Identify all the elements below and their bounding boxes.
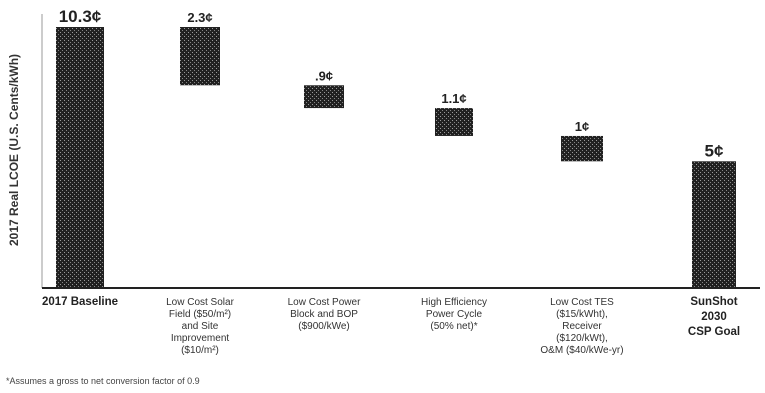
category-label-1: 2017 Baseline xyxy=(42,296,118,308)
bar-2 xyxy=(180,27,220,86)
category-label-6: SunShot 2030 CSP Goal xyxy=(688,296,740,338)
bar-3 xyxy=(304,85,344,109)
category-label-line: ($900/kWe) xyxy=(298,321,350,332)
category-label-line: 2017 Baseline xyxy=(42,296,118,308)
value-label-4: 1.1¢ xyxy=(441,91,466,106)
bar-6 xyxy=(692,161,736,288)
bar-5 xyxy=(561,135,603,162)
category-label-line: SunShot xyxy=(690,296,737,308)
category-label-line: CSP Goal xyxy=(688,326,740,338)
category-label-line: Low Cost Power xyxy=(288,297,361,308)
category-label-line: and Site xyxy=(182,321,219,332)
value-label-3: .9¢ xyxy=(315,68,333,83)
category-label-line: ($10/m²) xyxy=(181,345,219,356)
footnote: *Assumes a gross to net conversion facto… xyxy=(6,376,200,386)
category-label-line: Low Cost Solar xyxy=(166,297,234,308)
category-label-line: Field ($50/m²) xyxy=(169,309,231,320)
value-label-2: 2.3¢ xyxy=(187,10,212,25)
bar-1 xyxy=(56,27,104,288)
category-label-5: Low Cost TES ($15/kWht), Receiver ($120/kWt… xyxy=(540,297,623,356)
category-label-3: Low Cost Power Block and BOP ($900/kWe) xyxy=(288,297,361,332)
value-label-5: 1¢ xyxy=(575,119,589,134)
y-axis-label: 2017 Real LCOE (U.S. Cents/kWh) xyxy=(7,54,21,246)
category-label-line: ($120/kWt), xyxy=(556,333,608,344)
category-label-line: Block and BOP xyxy=(290,309,358,320)
category-label-line: High Efficiency xyxy=(421,297,487,308)
category-label-2: Low Cost Solar Field ($50/m²) and Site Impr… xyxy=(166,297,234,356)
category-label-line: 2030 xyxy=(701,311,727,323)
category-label-4: High Efficiency Power Cycle (50% net)* xyxy=(421,297,487,332)
category-label-line: Improvement xyxy=(171,333,230,344)
category-label-line: ($15/kWht), xyxy=(556,309,608,320)
category-label-line: O&M ($40/kWe-yr) xyxy=(540,345,623,356)
category-label-line: Low Cost TES xyxy=(550,297,614,308)
bar-4 xyxy=(435,108,473,136)
value-label-1: 10.3¢ xyxy=(59,7,102,26)
value-label-6: 5¢ xyxy=(705,141,724,160)
category-label-line: (50% net)* xyxy=(430,321,477,332)
category-label-line: Power Cycle xyxy=(426,309,483,320)
category-label-line: Receiver xyxy=(562,321,602,332)
